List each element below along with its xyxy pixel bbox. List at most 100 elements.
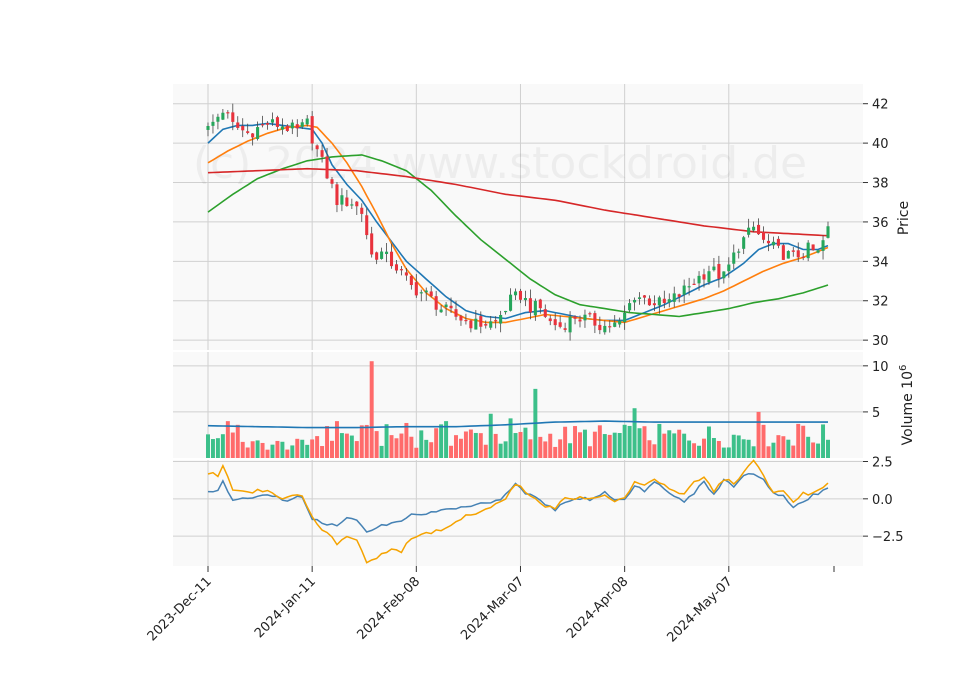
candle-body [657, 297, 661, 306]
volume-average-line [207, 420, 828, 429]
candlestick [776, 236, 780, 249]
candlestick [518, 288, 523, 304]
candle-body [771, 241, 775, 246]
candle-body [811, 244, 815, 251]
candle-body [513, 291, 518, 296]
candle-body [424, 290, 428, 293]
volume-bar [468, 429, 473, 458]
candlestick [404, 267, 408, 281]
candlestick [722, 271, 726, 284]
volume-axis-label: Volume 106 [898, 365, 916, 446]
volume-bar [756, 411, 761, 458]
candle-body [563, 328, 567, 330]
candlestick [771, 236, 775, 249]
volume-bar [454, 435, 458, 458]
volume-bar [662, 433, 667, 458]
volume-bar [255, 440, 260, 458]
volume-bar [230, 432, 235, 458]
candle-body [667, 299, 671, 303]
volume-bar [260, 442, 265, 458]
volume-bar [414, 447, 419, 458]
candlestick [429, 285, 433, 298]
candle-body [236, 122, 240, 128]
candle-body [742, 237, 746, 249]
volume-bar [796, 423, 801, 458]
candlestick [637, 292, 642, 305]
candle-body [330, 179, 334, 184]
volume-panel: 5 10 Volume 106 [173, 352, 916, 458]
volume-bar [285, 449, 290, 458]
candle-body [265, 123, 270, 125]
candlestick [752, 221, 756, 233]
candlestick [320, 144, 324, 163]
candlestick [717, 255, 721, 288]
volume-bar [682, 433, 687, 458]
volume-bar [741, 439, 746, 458]
volume-bar [245, 447, 250, 458]
candle-body [474, 318, 478, 330]
candlestick [419, 289, 423, 302]
volume-bar [553, 446, 558, 458]
candle-body [692, 283, 696, 285]
candle-body [687, 286, 691, 288]
candlestick [662, 290, 666, 309]
volume-bar [225, 421, 230, 458]
candle-body [479, 316, 483, 327]
volume-bar [409, 436, 414, 458]
candlestick [618, 317, 622, 328]
candlestick [295, 119, 299, 137]
x-tick-label: 2023-Dec-11 [145, 574, 215, 644]
candle-body [499, 315, 503, 324]
x-tick-label: 2024-Apr-08 [564, 574, 631, 641]
candle-body [618, 320, 622, 325]
candlestick [523, 290, 527, 307]
volume-bar [677, 429, 682, 458]
volume-bar [434, 428, 439, 458]
candlestick [742, 235, 746, 255]
candlestick [474, 309, 478, 330]
candlestick [256, 121, 260, 141]
candle-body [449, 305, 453, 309]
candlestick [285, 124, 289, 132]
volume-bar [215, 438, 220, 458]
osc-b-line [207, 459, 829, 564]
volume-bar [612, 432, 617, 458]
candlestick [528, 289, 532, 320]
candle-body [717, 263, 721, 279]
candle-body [672, 293, 676, 302]
candle-body [241, 125, 245, 131]
volume-bar [528, 439, 533, 458]
candle-body [251, 133, 255, 138]
candle-body [345, 197, 349, 207]
volume-bars [206, 361, 830, 458]
candlestick [801, 253, 805, 261]
volume-bar [334, 421, 339, 458]
candlestick [692, 278, 696, 285]
volume-bar [449, 445, 454, 458]
volume-bar [821, 424, 826, 458]
volume-bar [731, 434, 736, 458]
candlestick [821, 235, 825, 260]
volume-bar [300, 439, 305, 458]
candle-body [211, 121, 215, 126]
candlestick [647, 295, 651, 306]
candlestick [811, 244, 815, 251]
volume-bar [543, 441, 548, 458]
price-tick-label: 38 [872, 177, 889, 192]
watermark: (c) 2024 www.stockdroid.de [193, 138, 807, 189]
candlestick [687, 277, 691, 296]
candlestick [757, 218, 761, 235]
volume-bar [488, 413, 493, 458]
candlestick [747, 218, 751, 238]
candlestick [380, 247, 384, 260]
candle-body [504, 310, 508, 313]
candlestick [449, 297, 453, 313]
candle-body [360, 207, 364, 214]
volume-bar [746, 439, 751, 458]
candle-body [613, 322, 617, 327]
oscillator-y-axis: 2.5 0.0 −2.5 [863, 455, 904, 545]
candlestick [251, 133, 255, 146]
candle-body [295, 124, 299, 129]
volume-tick-label: 5 [872, 406, 880, 421]
oscillator-tick-label: −2.5 [872, 530, 904, 545]
